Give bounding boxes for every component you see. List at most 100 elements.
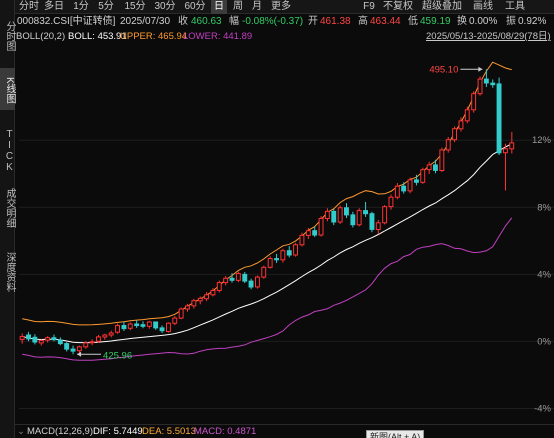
candle (191, 298, 197, 309)
period-week[interactable]: 周 (233, 1, 243, 12)
arrow-right-icon (478, 66, 483, 72)
candle-body (229, 277, 235, 281)
candle (197, 296, 203, 305)
candle (108, 330, 114, 338)
candle-body (216, 282, 222, 292)
chart-grid (19, 139, 554, 410)
adjust-button[interactable]: 不复权 (383, 1, 413, 12)
candle-body (166, 322, 171, 333)
close-label: 收 (178, 16, 188, 27)
candle (172, 316, 178, 326)
candle-body (89, 341, 95, 344)
candle (32, 334, 38, 345)
tab-intraday[interactable]: 分时图 (4, 21, 15, 51)
candle (261, 265, 267, 279)
candle-body (388, 196, 394, 208)
period-day[interactable]: 日 (211, 0, 227, 14)
max-price-label: 495.10 (429, 64, 458, 75)
candle (471, 91, 477, 113)
kline-chart[interactable]: -4% 0% 4% 8% 12% 495.10 425.96 (15, 44, 554, 424)
candle (483, 69, 489, 87)
candle-body (369, 213, 375, 230)
candle-body (299, 234, 305, 246)
candle-body (382, 206, 388, 224)
candle (388, 194, 394, 210)
tab-kline[interactable]: K线图 (0, 68, 15, 110)
period-15min[interactable]: 15分 (124, 1, 146, 12)
overlay-button[interactable]: 超级叠加 (422, 1, 462, 12)
axis-tick-label: 8% (537, 202, 551, 213)
candle (70, 345, 76, 355)
candle (229, 273, 235, 283)
candle-body (496, 83, 502, 154)
macd-value: MACD: 0.4871 (194, 426, 257, 437)
candle (509, 131, 515, 154)
quote-info-row: 000832.CSI[中证转债] 2025/07/30 收 460.63 幅 -… (15, 14, 554, 30)
candle (433, 159, 438, 174)
candle (274, 253, 280, 263)
candle-body (235, 273, 241, 281)
tab-depth-data[interactable]: 深度资料 (4, 252, 15, 292)
candle-body (115, 325, 120, 333)
candle (38, 339, 44, 346)
candle (350, 211, 356, 228)
candle-body (172, 317, 178, 324)
period-intraday[interactable]: 分时 (19, 1, 39, 12)
candle-body (401, 185, 407, 192)
arrow-left-icon (77, 351, 82, 357)
boll-bands (22, 61, 513, 361)
period-1min[interactable]: 1分 (73, 1, 89, 12)
low-value: 459.19 (420, 16, 451, 27)
candle-body (83, 342, 89, 348)
candle-body (274, 258, 280, 261)
period-60min[interactable]: 60分 (184, 1, 206, 12)
candle-body (363, 210, 369, 215)
chevron-down-icon[interactable]: ⌄ (17, 426, 25, 437)
date-range[interactable]: 2025/05/13-2025/08/29(78日) (426, 31, 551, 42)
candle (420, 167, 426, 184)
candle (19, 333, 25, 344)
candle (127, 322, 133, 331)
candle (331, 209, 337, 226)
candle-body (483, 78, 489, 84)
candle-body (458, 120, 464, 130)
candle (458, 117, 464, 132)
candle-body (350, 214, 356, 226)
candle (115, 323, 120, 334)
candle-body (204, 294, 210, 300)
candle-body (426, 164, 432, 171)
change-value: -0.08%(-0.37) (242, 16, 304, 27)
candle-body (293, 244, 299, 256)
period-5min[interactable]: 5分 (98, 1, 114, 12)
candle-body (280, 250, 286, 261)
tab-tick[interactable]: TICK (4, 129, 15, 173)
candle (503, 143, 508, 191)
boll-lower: LOWER: 441.89 (183, 31, 253, 42)
candle (83, 341, 89, 349)
candle (216, 280, 222, 293)
candle-body (477, 78, 483, 95)
candle-body (375, 222, 381, 231)
candle (293, 242, 299, 257)
candle (51, 334, 57, 342)
period-multiday[interactable]: 多日 (44, 1, 64, 12)
period-more[interactable]: 更多 (271, 1, 291, 12)
candle (363, 201, 369, 217)
candle-body (331, 210, 337, 223)
candle (64, 342, 70, 352)
candle (242, 272, 248, 284)
candle-body (318, 218, 324, 236)
candle-body (191, 300, 197, 307)
period-30min[interactable]: 30分 (154, 1, 176, 12)
candle-body (178, 308, 184, 319)
tools-button[interactable]: 工具 (505, 1, 525, 12)
candle (299, 232, 305, 247)
macd-dif: DIF: 5.7449 (93, 426, 143, 437)
draw-line-button[interactable]: 画线 (473, 1, 493, 12)
candle (248, 278, 254, 290)
candle (394, 183, 400, 200)
tab-trade-detail[interactable]: 成交明细 (4, 188, 15, 228)
period-month[interactable]: 月 (252, 1, 262, 12)
candle-body (185, 305, 190, 310)
f9-button[interactable]: F9 (363, 1, 375, 12)
